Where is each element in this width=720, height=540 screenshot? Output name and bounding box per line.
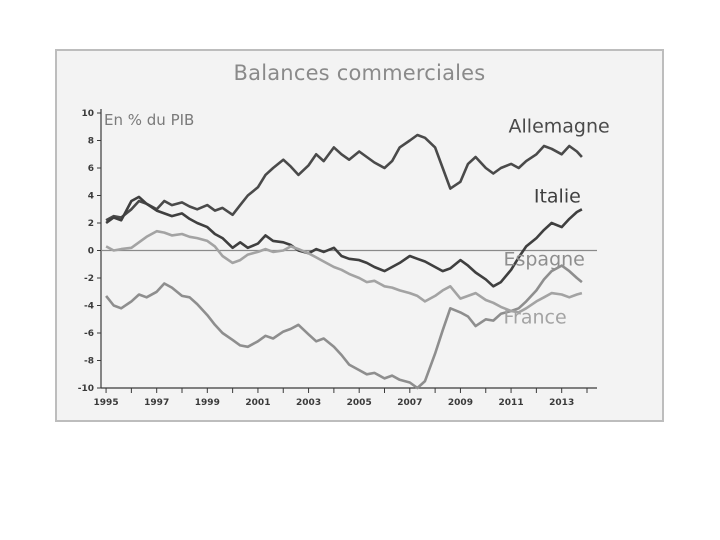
y-tick-label: -2 [84,274,94,284]
x-tick-label: 1997 [144,398,169,408]
y-tick-label: -4 [84,302,94,312]
y-tick-label: 8 [88,137,94,147]
x-tick-label: 2013 [549,398,574,408]
y-tick-label: -10 [78,384,94,394]
x-tick-label: 2007 [397,398,422,408]
series-line-espagne [105,264,583,390]
x-tick-label: 1999 [195,398,220,408]
y-axis-unit-label: En % du PIB [104,111,195,129]
y-tick-label: -8 [84,357,94,367]
series-label-france: France [503,306,566,328]
chart-title: Balances commerciales [233,61,486,85]
series-label-italie: Italie [534,185,581,207]
chart-frame: Balances commerciales En % du PIB 10 8 6 4 2… [55,49,664,422]
x-tick-label: 2011 [499,398,524,408]
series-label-espagne: Espagne [503,249,584,271]
y-tick-label: 0 [88,247,94,257]
x-tick-label: 1995 [94,398,119,408]
y-tick-label: 10 [81,109,94,119]
y-tick-label: 2 [88,219,94,229]
y-tick-label: 6 [88,164,94,174]
y-tick-label: -6 [84,329,94,339]
x-tick-label: 2005 [347,398,372,408]
series-line-france [105,229,583,314]
x-tick-label: 2009 [448,398,473,408]
series-label-allemagne: Allemagne [509,115,610,137]
series-line-allemagne [105,133,583,222]
y-tick-label: 4 [88,192,94,202]
series-line-italie [105,195,583,288]
x-tick-label: 2003 [296,398,321,408]
x-tick-label: 2001 [245,398,270,408]
